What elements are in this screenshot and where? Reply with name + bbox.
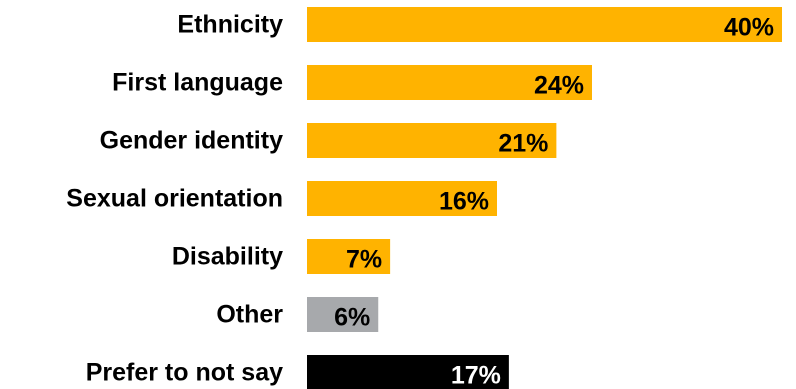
bar-group-ethnicity: Ethnicity 40%	[177, 7, 782, 42]
bar	[307, 239, 391, 274]
category-label: Ethnicity	[177, 11, 283, 39]
bar	[307, 7, 782, 42]
value-label: 16%	[439, 188, 489, 216]
value-label: 17%	[451, 362, 501, 389]
bar	[307, 123, 557, 158]
bar	[307, 181, 497, 216]
value-label: 21%	[498, 130, 548, 158]
category-label: Prefer to not say	[86, 359, 283, 387]
bar-group-gender-identity: Gender identity 21%	[100, 123, 557, 158]
value-label: 6%	[334, 304, 370, 332]
value-label: 24%	[534, 72, 584, 100]
bar	[307, 65, 592, 100]
bar	[307, 297, 379, 332]
category-label: Disability	[172, 243, 283, 271]
bar-group-other: Other 6%	[216, 297, 379, 332]
bar-group-sexual-orientation: Sexual orientation 16%	[66, 181, 497, 216]
bar-group-first-language: First language 24%	[112, 65, 592, 100]
bar-group-disability: Disability 7%	[172, 239, 391, 274]
category-label: First language	[112, 69, 283, 97]
bar	[307, 355, 509, 389]
category-label: Other	[216, 301, 283, 329]
value-label: 7%	[346, 246, 382, 274]
category-label: Gender identity	[100, 127, 283, 155]
bar-group-prefer-to-not-say: Prefer to not say 17%	[86, 355, 509, 389]
value-label: 40%	[724, 14, 774, 42]
category-label: Sexual orientation	[66, 185, 283, 213]
